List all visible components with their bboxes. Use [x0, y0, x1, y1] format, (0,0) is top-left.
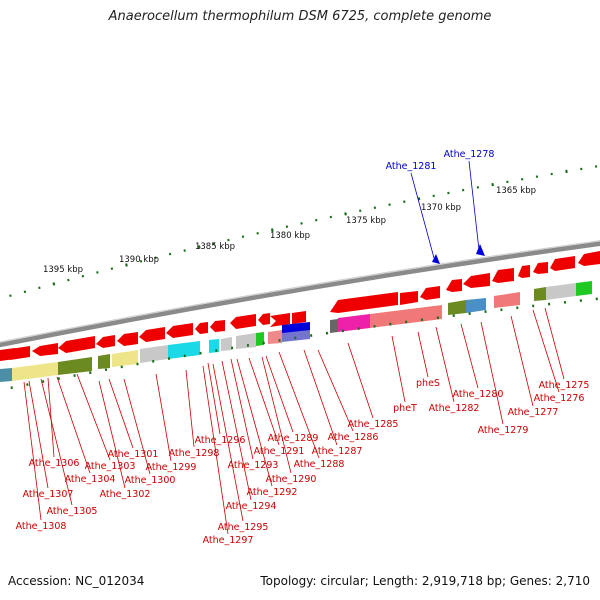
gene-label[interactable]: Athe_1296 [195, 435, 246, 446]
callout-line [510, 315, 534, 407]
backbone [0, 240, 600, 348]
callout-line [417, 331, 429, 378]
accession-label: Accession: NC_012034 [8, 574, 145, 588]
gene-label[interactable]: Athe_1291 [254, 446, 305, 457]
callout-line [480, 321, 504, 425]
callout-line [410, 172, 435, 259]
gene-label[interactable]: Athe_1275 [539, 380, 590, 391]
gene-label[interactable]: Athe_1302 [100, 489, 151, 500]
callout-line [221, 360, 252, 501]
callout-line [56, 376, 91, 474]
scale-tick-label: 1385 kbp [195, 242, 235, 252]
callout-line [212, 363, 244, 522]
callout-line [468, 160, 480, 251]
gene-label[interactable]: pheS [416, 378, 440, 389]
gene-label[interactable]: Athe_1278 [444, 149, 495, 160]
gene-label[interactable]: Athe_1286 [328, 432, 379, 443]
gene-label[interactable]: Athe_1297 [203, 535, 254, 546]
scale-tick-label: 1390 kbp [119, 255, 159, 265]
gene-label[interactable]: Athe_1282 [429, 403, 480, 414]
gene-arrows [0, 251, 600, 361]
gene-label[interactable]: Athe_1300 [125, 475, 176, 486]
gene-label[interactable]: Athe_1281 [386, 161, 437, 172]
callout-line [28, 380, 49, 489]
callout-labels: Athe_1308 Athe_1307 Athe_1305 Athe_1306 Athe… [16, 149, 590, 546]
gene-label[interactable]: Athe_1295 [218, 522, 269, 533]
cog-band [0, 281, 592, 382]
callout-lines [23, 160, 565, 535]
callout-line [261, 356, 292, 474]
gene-label[interactable]: Athe_1292 [247, 487, 298, 498]
callout-line [391, 335, 406, 403]
gene-label[interactable]: Athe_1280 [453, 389, 504, 400]
callout-line [76, 373, 111, 461]
map-title: Anaerocellum thermophilum DSM 6725, comp… [108, 9, 492, 24]
callout-line [532, 309, 560, 393]
callout-line [155, 373, 172, 462]
callout-line [23, 381, 42, 521]
callout-line [207, 362, 221, 435]
gene-label[interactable]: Athe_1279 [478, 425, 529, 436]
callout-line [230, 358, 254, 460]
gene-label[interactable]: Athe_1306 [29, 458, 80, 469]
scale-tick-label: 1395 kbp [43, 265, 83, 275]
gene-label[interactable]: pheT [393, 403, 417, 414]
gene-label[interactable]: Athe_1298 [169, 448, 220, 459]
gene-label[interactable]: Athe_1304 [65, 474, 116, 485]
gene-label[interactable]: Athe_1301 [108, 449, 159, 460]
gene-label[interactable]: Athe_1287 [312, 446, 363, 457]
callout-line [123, 378, 151, 475]
callout-line [544, 307, 565, 380]
scale-tick-label: 1380 kbp [270, 231, 310, 241]
gene-label[interactable]: Athe_1276 [534, 393, 585, 404]
callout-line [317, 349, 354, 432]
callout-line [435, 326, 455, 403]
blue-gene-markers [432, 244, 485, 264]
callout-line [347, 342, 374, 419]
gene-label[interactable]: Athe_1299 [146, 462, 197, 473]
callout-line [40, 378, 73, 506]
gene-label[interactable]: Athe_1308 [16, 521, 67, 532]
gene-label[interactable]: Athe_1303 [85, 461, 136, 472]
gene-label[interactable]: Athe_1307 [23, 489, 74, 500]
scale-tick-label: 1375 kbp [346, 216, 386, 226]
gene-label[interactable]: Athe_1293 [228, 460, 279, 471]
callout-line [236, 358, 273, 487]
gene-label[interactable]: Athe_1277 [508, 407, 559, 418]
callout-line [278, 351, 320, 459]
scale-tick-label: 1370 kbp [421, 203, 461, 213]
scale-labels: 1395 kbp 1390 kbp 1385 kbp 1380 kbp 1375 kbp… [43, 186, 536, 275]
callout-line [108, 378, 134, 449]
gene-label[interactable]: Athe_1294 [226, 501, 277, 512]
callout-line [98, 380, 126, 489]
gene-label[interactable]: Athe_1285 [348, 419, 399, 430]
callout-line [248, 357, 280, 446]
callout-line [47, 377, 55, 458]
gene-label[interactable]: Athe_1290 [266, 474, 317, 485]
scale-tick-label: 1365 kbp [496, 186, 536, 196]
gene-label[interactable]: Athe_1288 [294, 459, 345, 470]
callout-line [460, 323, 479, 389]
callout-line [202, 365, 229, 535]
topology-label: Topology: circular; Length: 2,919,718 bp… [260, 574, 590, 588]
callout-line [185, 369, 195, 448]
callout-line [303, 349, 338, 446]
callout-line [265, 355, 294, 433]
gene-label[interactable]: Athe_1305 [47, 506, 98, 517]
gene-label[interactable]: Athe_1289 [268, 433, 319, 444]
